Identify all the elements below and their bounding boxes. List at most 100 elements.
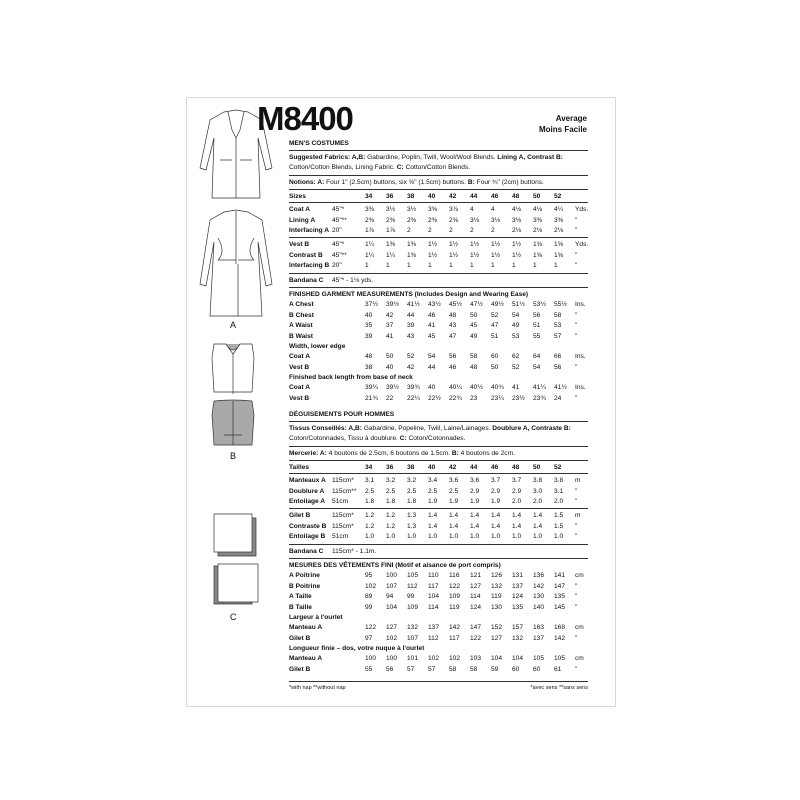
cell-value: 135 xyxy=(554,593,566,601)
cell-value: 1.4 xyxy=(470,512,480,520)
cell-value: 1.9 xyxy=(491,498,501,505)
cell-value: 1⅜ xyxy=(407,251,417,259)
cell-value: 39½ xyxy=(386,384,399,392)
cell-value: 1.8 xyxy=(365,498,375,505)
cell-value: 1 xyxy=(470,262,474,270)
rich-text: Gabardine, Popeline, Twill, Laine/Lainag… xyxy=(363,425,493,432)
row-unit: " xyxy=(575,665,578,673)
cell-value: 46 xyxy=(449,363,457,371)
row-unit: " xyxy=(575,332,578,340)
measurements-title: FINISHED GARMENT MEASUREMENTS (Includes … xyxy=(289,290,529,298)
cell-value: 152 xyxy=(491,624,503,632)
table-row: Doublure A 115cm** 2.5 2.5 2.5 2.5 2.5 2.9 2.9 2.… xyxy=(289,487,588,497)
cell-value: 23½ xyxy=(512,394,525,402)
cell-value: 103 xyxy=(470,655,482,663)
row-label: B Chest xyxy=(289,311,314,319)
cell-value: 102 xyxy=(386,634,398,642)
difficulty-english: Average xyxy=(555,114,587,123)
row-width xyxy=(332,592,365,602)
section-title: MEN'S COSTUMES xyxy=(289,139,588,151)
row-width xyxy=(332,394,365,404)
measurement-subheading: Longueur finie – dos, votre nuque à l'ou… xyxy=(289,645,425,653)
cell-value: 51½ xyxy=(512,301,525,309)
rich-bold-label: Lining A, Contrast B: xyxy=(497,154,563,161)
cell-value: 24 xyxy=(554,394,562,402)
cell-value: 97 xyxy=(365,634,373,642)
cell-value: 4⅛ xyxy=(512,206,522,214)
cell-value: 127 xyxy=(491,634,503,642)
size-label: 44 xyxy=(470,193,478,201)
cell-value: 55 xyxy=(365,665,373,673)
size-label: 34 xyxy=(365,193,373,201)
cell-value: 2.0 xyxy=(533,498,543,505)
rich-bold-label: Suggested Fabrics: A,B: xyxy=(289,154,368,161)
cell-value: 49 xyxy=(512,322,520,330)
section-title: DÉGUISEMENTS POUR HOMMES xyxy=(289,410,588,422)
rich-bold-label: C: xyxy=(399,435,409,443)
cell-value: 1⅝ xyxy=(554,251,564,259)
row-width: 115cm* xyxy=(332,522,354,530)
row-unit: Ins. xyxy=(575,301,586,309)
cell-value: 1¼ xyxy=(386,251,396,259)
cell-value: 59 xyxy=(491,665,499,673)
bandana-label: Bandana C xyxy=(289,547,324,555)
row-width: 115cm** xyxy=(332,487,357,495)
cell-value: 44 xyxy=(407,311,415,319)
cell-value: 126 xyxy=(491,572,503,580)
rich-text: Coton/Cotonnades, Tissu à doublure. xyxy=(289,435,400,443)
rich-bold-label: Tissus Conseillés: A,B: xyxy=(289,425,364,432)
cell-value: 40 xyxy=(365,311,373,319)
cell-value: 137 xyxy=(512,582,524,590)
table-row: B Chest 40 42 44 46 48 50 52 54 56 58 " xyxy=(289,311,588,321)
row-width xyxy=(332,571,365,581)
table-row: Contraste B 115cm* 1.2 1.2 1.3 1.4 1.4 1.4 1.4 1.… xyxy=(289,522,588,532)
cell-value: 1.0 xyxy=(386,533,396,541)
size-label: 50 xyxy=(533,193,541,201)
sizes-header: Tailles 34 36 38 40 42 44 46 48 50 52 xyxy=(289,463,588,475)
row-label: Gilet B xyxy=(289,665,311,673)
cell-value: 1½ xyxy=(470,251,480,259)
cell-value: 132 xyxy=(512,634,524,642)
cell-value: 52 xyxy=(491,311,499,319)
size-label: 44 xyxy=(470,464,478,472)
cell-value: 1 xyxy=(533,262,537,270)
cell-value: 1½ xyxy=(449,241,459,249)
cell-value: 1½ xyxy=(491,241,501,249)
footnote-french: *avec sens **sans sens xyxy=(530,685,588,691)
cell-value: 21¾ xyxy=(365,394,378,402)
cell-value: 102 xyxy=(365,582,377,590)
cell-value: 140 xyxy=(533,603,545,611)
cell-value: 2.9 xyxy=(491,487,501,495)
row-width xyxy=(332,321,365,331)
cell-value: 1⅝ xyxy=(533,251,543,259)
row-width: 115cm* xyxy=(332,512,354,520)
cell-value: 116 xyxy=(449,572,460,580)
bandana-folded-illustration xyxy=(213,513,257,557)
table-row: Interfacing B 20" 1 1 1 1 1 1 1 1 1 1 " xyxy=(289,261,588,271)
table-row: Gilet B 115cm* 1.2 1.2 1.3 1.4 1.4 1.4 1.4 1.4 1.4… xyxy=(289,511,588,521)
cell-value: 3⅛ xyxy=(470,216,480,224)
row-unit: " xyxy=(575,322,578,330)
cell-value: 66 xyxy=(554,353,562,361)
row-label: A Waist xyxy=(289,322,313,330)
cell-value: 168 xyxy=(554,624,566,632)
cell-value: 1⅝ xyxy=(554,241,564,249)
cell-value: 22 xyxy=(386,394,394,402)
cell-value: 38 xyxy=(365,363,373,371)
cell-value: 52 xyxy=(407,353,415,361)
cell-value: 102 xyxy=(449,655,461,663)
cell-value: 39 xyxy=(407,322,415,330)
cell-value: 50 xyxy=(491,363,499,371)
table-row: Vest B 21¾ 22 22¼ 22½ 22¾ 23 23¼ 23½ 23¾ 24 " xyxy=(289,394,588,404)
cell-value: 3.8 xyxy=(533,477,543,485)
cell-value: 1.9 xyxy=(470,498,480,505)
table-row: Manteau A 100 100 101 102 102 103 104 104 105 105 c… xyxy=(289,654,588,664)
view-letter-a: A xyxy=(230,320,237,330)
cell-value: 105 xyxy=(554,655,566,663)
cell-value: 1.8 xyxy=(386,498,396,505)
spacer xyxy=(332,192,365,202)
size-label: 46 xyxy=(491,464,499,472)
size-label: 38 xyxy=(407,193,415,201)
cell-value: 94 xyxy=(386,593,394,601)
row-unit: " xyxy=(575,311,578,319)
